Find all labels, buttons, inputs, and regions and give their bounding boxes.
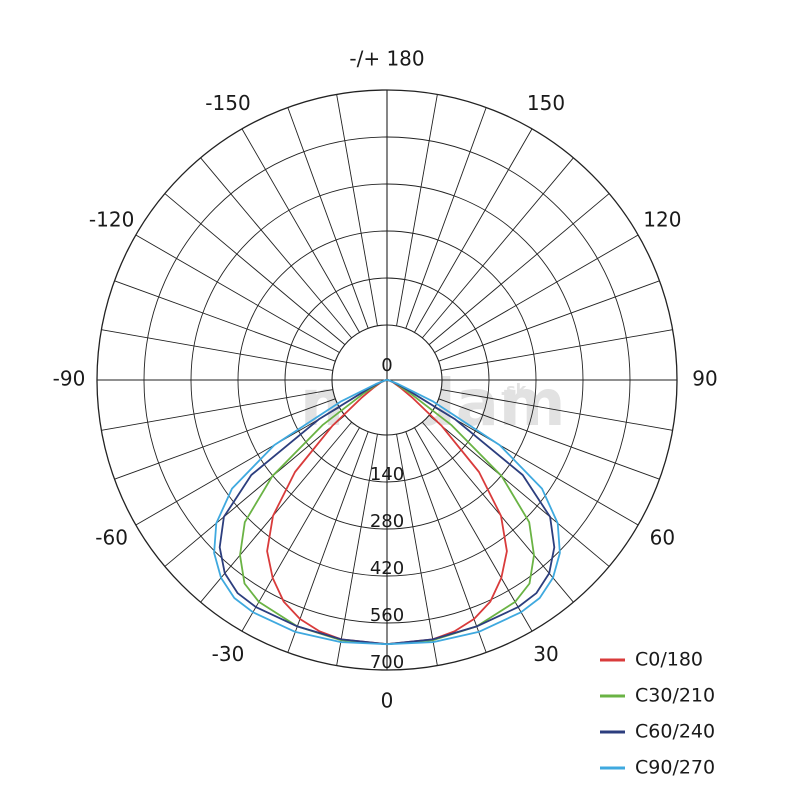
grid-spoke bbox=[336, 94, 378, 326]
grid-spoke bbox=[114, 398, 336, 480]
angle-label: 30 bbox=[533, 642, 558, 666]
radial-tick-label: 140 bbox=[370, 464, 404, 485]
radial-tick-label: 420 bbox=[370, 558, 404, 579]
radial-tick-labels: 0 140 280 420 560 700 bbox=[370, 355, 404, 673]
grid-spoke bbox=[200, 157, 352, 339]
angle-label: 90 bbox=[692, 367, 717, 391]
legend-label: C30/210 bbox=[635, 685, 715, 707]
angle-label: -60 bbox=[95, 526, 128, 550]
grid-spoke bbox=[422, 157, 574, 339]
grid-spoke bbox=[428, 193, 610, 345]
angle-label: -150 bbox=[205, 91, 250, 115]
grid-spoke bbox=[287, 431, 369, 653]
grid-spoke bbox=[438, 280, 660, 362]
grid-spoke bbox=[164, 193, 346, 345]
radial-tick-label: 560 bbox=[370, 605, 404, 626]
grid-spoke bbox=[428, 415, 610, 567]
grid-spoke bbox=[434, 407, 639, 526]
radial-tick-label: 280 bbox=[370, 511, 404, 532]
radial-tick-label: 0 bbox=[381, 355, 392, 376]
curve-c90-270 bbox=[213, 379, 561, 646]
angle-label: 120 bbox=[643, 208, 681, 232]
grid-spoke bbox=[200, 421, 352, 603]
grid-spoke bbox=[414, 427, 533, 632]
grid-spoke bbox=[336, 434, 378, 666]
angle-label: -/+ 180 bbox=[349, 47, 424, 71]
legend: C0/180 C30/210 C60/240 C90/270 bbox=[600, 649, 715, 779]
grid-spoke bbox=[405, 107, 487, 329]
angle-label: 0 bbox=[381, 689, 394, 713]
grid-spoke bbox=[241, 128, 360, 333]
grid-spoke bbox=[135, 234, 340, 353]
grid-spoke bbox=[396, 434, 438, 666]
angle-labels: -/+ 180 -150 150 -120 120 -90 90 -60 60 -30 30 0 bbox=[53, 47, 718, 713]
legend-label: C60/240 bbox=[635, 721, 715, 743]
grid-spoke bbox=[164, 415, 346, 567]
grid-spoke bbox=[101, 389, 333, 431]
watermark-domain: .sk bbox=[500, 380, 527, 399]
radial-tick-label: 700 bbox=[370, 652, 404, 673]
grid-spoke bbox=[414, 128, 533, 333]
legend-label: C0/180 bbox=[635, 649, 703, 671]
grid-spoke bbox=[405, 431, 487, 653]
grid-spoke bbox=[101, 329, 333, 371]
legend-label: C90/270 bbox=[635, 757, 715, 779]
grid-spoke bbox=[135, 407, 340, 526]
angle-label: 150 bbox=[527, 91, 565, 115]
grid-spoke bbox=[114, 280, 336, 362]
grid-spoke bbox=[441, 389, 673, 431]
grid-spoke bbox=[396, 94, 438, 326]
grid-spoke bbox=[441, 329, 673, 371]
angle-label: -30 bbox=[212, 642, 245, 666]
luminous-intensity-curves bbox=[213, 379, 561, 646]
angle-label: -120 bbox=[89, 208, 134, 232]
grid-spoke bbox=[422, 421, 574, 603]
grid-spoke bbox=[287, 107, 369, 329]
angle-label: -90 bbox=[53, 367, 86, 391]
grid-spoke bbox=[434, 234, 639, 353]
grid-spoke bbox=[438, 398, 660, 480]
angle-label: 60 bbox=[650, 526, 675, 550]
grid-spoke bbox=[241, 427, 360, 632]
